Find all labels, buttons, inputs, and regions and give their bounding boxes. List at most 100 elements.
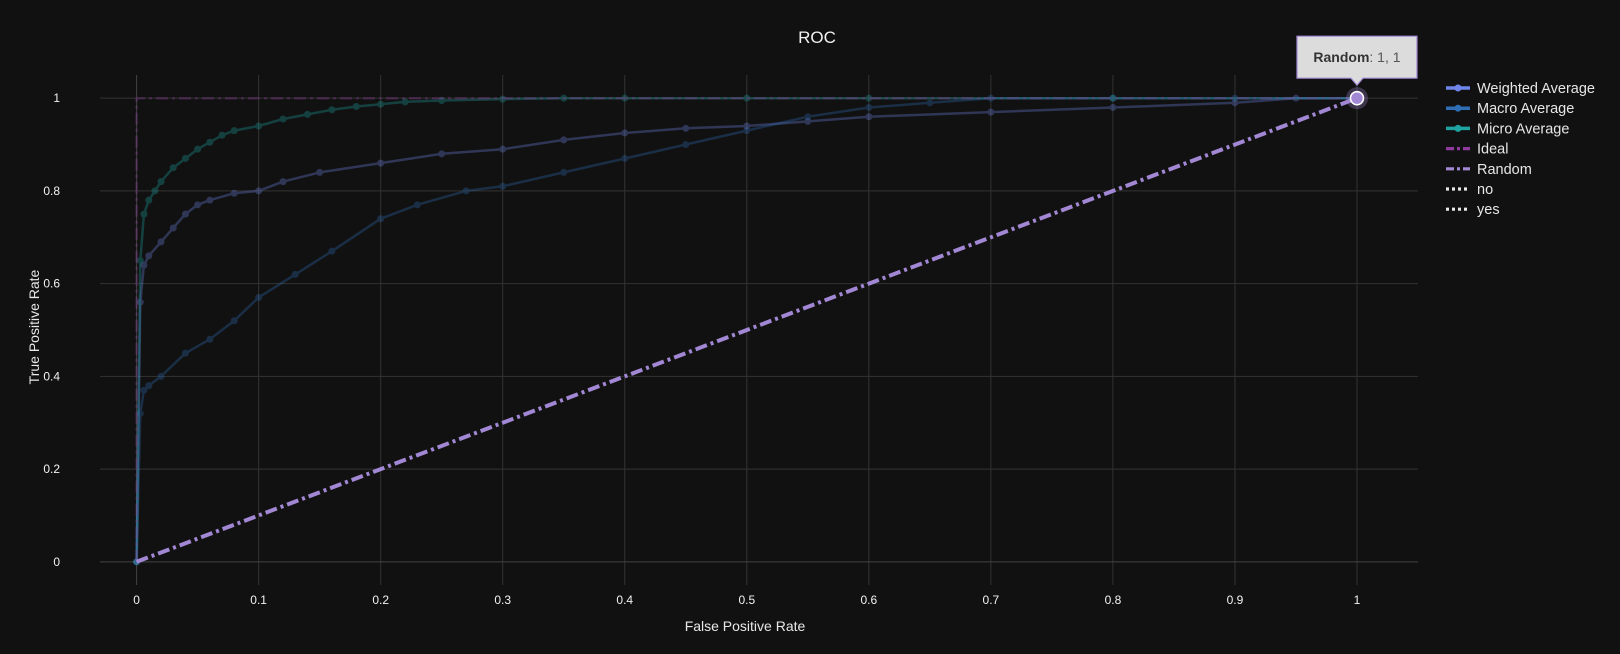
data-point-macro-average[interactable] bbox=[621, 154, 629, 162]
data-point-micro-average[interactable] bbox=[303, 110, 311, 118]
data-point-weighted-average[interactable] bbox=[230, 189, 238, 197]
data-point-macro-average[interactable] bbox=[560, 168, 568, 176]
legend-item-weighted-average[interactable]: Weighted Average bbox=[1446, 81, 1595, 97]
data-point-micro-average[interactable] bbox=[743, 94, 751, 102]
legend-item-random[interactable]: Random bbox=[1446, 162, 1532, 178]
y-tick-label: 0.8 bbox=[43, 184, 60, 198]
data-point-weighted-average[interactable] bbox=[157, 238, 165, 246]
data-point-weighted-average[interactable] bbox=[621, 129, 629, 137]
x-tick-label: 0.6 bbox=[860, 593, 877, 607]
data-point-micro-average[interactable] bbox=[194, 145, 202, 153]
data-point-micro-average[interactable] bbox=[218, 131, 226, 139]
x-tick-label: 0.5 bbox=[738, 593, 755, 607]
series-micro-average bbox=[133, 94, 1361, 566]
data-point-macro-average[interactable] bbox=[499, 182, 507, 190]
data-point-weighted-average[interactable] bbox=[438, 150, 446, 158]
data-point-micro-average[interactable] bbox=[230, 127, 238, 135]
series-line-micro-average bbox=[135, 96, 1357, 562]
data-point-weighted-average[interactable] bbox=[1292, 94, 1300, 102]
data-point-macro-average[interactable] bbox=[230, 317, 238, 325]
series-random bbox=[135, 96, 1358, 564]
data-point-micro-average[interactable] bbox=[328, 106, 336, 114]
data-point-weighted-average[interactable] bbox=[206, 196, 214, 204]
data-point-weighted-average[interactable] bbox=[140, 261, 148, 269]
tooltip-value: : 1, 1 bbox=[1369, 49, 1400, 65]
data-point-micro-average[interactable] bbox=[181, 154, 189, 162]
data-point-macro-average[interactable] bbox=[291, 270, 299, 278]
data-point-weighted-average[interactable] bbox=[865, 113, 873, 121]
data-point-micro-average[interactable] bbox=[499, 95, 507, 103]
data-point-weighted-average[interactable] bbox=[316, 168, 324, 176]
data-point-weighted-average[interactable] bbox=[560, 136, 568, 144]
data-point-macro-average[interactable] bbox=[743, 127, 751, 135]
data-point-macro-average[interactable] bbox=[1231, 94, 1239, 102]
data-point-micro-average[interactable] bbox=[136, 256, 144, 264]
legend-item-no[interactable]: no bbox=[1446, 182, 1493, 198]
data-point-macro-average[interactable] bbox=[181, 349, 189, 357]
data-point-macro-average[interactable] bbox=[413, 201, 421, 209]
y-axis-title: True Positive Rate bbox=[26, 269, 42, 384]
data-point-micro-average[interactable] bbox=[438, 97, 446, 104]
data-point-micro-average[interactable] bbox=[279, 115, 287, 123]
y-tick-label: 0.4 bbox=[43, 369, 60, 383]
data-point-weighted-average[interactable] bbox=[255, 187, 263, 195]
data-point-micro-average[interactable] bbox=[169, 164, 177, 172]
legend: Weighted Average Macro Average Micro Avera… bbox=[1446, 81, 1595, 218]
data-point-micro-average[interactable] bbox=[140, 210, 148, 218]
data-point-micro-average[interactable] bbox=[560, 94, 568, 102]
data-point-weighted-average[interactable] bbox=[743, 122, 751, 130]
data-point-macro-average[interactable] bbox=[804, 113, 812, 121]
legend-marker bbox=[1454, 84, 1462, 92]
legend-item-yes[interactable]: yes bbox=[1446, 202, 1500, 218]
data-point-macro-average[interactable] bbox=[1109, 94, 1117, 102]
data-point-macro-average[interactable] bbox=[377, 215, 385, 223]
data-point-macro-average[interactable] bbox=[865, 103, 873, 111]
data-point-weighted-average[interactable] bbox=[1231, 99, 1239, 107]
y-tick-label: 1 bbox=[53, 91, 60, 105]
data-point-macro-average[interactable] bbox=[255, 294, 263, 302]
data-point-macro-average[interactable] bbox=[926, 99, 934, 107]
hover-point[interactable] bbox=[1349, 90, 1365, 106]
data-point-macro-average[interactable] bbox=[462, 187, 470, 195]
data-point-weighted-average[interactable] bbox=[987, 108, 995, 116]
series-line-weighted-average bbox=[135, 96, 1357, 562]
data-point-micro-average[interactable] bbox=[377, 100, 385, 108]
data-point-weighted-average[interactable] bbox=[136, 298, 144, 306]
legend-item-micro-average[interactable]: Micro Average bbox=[1446, 121, 1569, 137]
x-tick-label: 1 bbox=[1354, 593, 1361, 607]
data-point-weighted-average[interactable] bbox=[194, 201, 202, 209]
data-point-micro-average[interactable] bbox=[1109, 94, 1117, 102]
data-point-micro-average[interactable] bbox=[206, 138, 214, 146]
data-point-micro-average[interactable] bbox=[621, 94, 629, 102]
data-point-weighted-average[interactable] bbox=[145, 252, 153, 260]
data-point-weighted-average[interactable] bbox=[499, 145, 507, 153]
data-point-macro-average[interactable] bbox=[140, 386, 148, 394]
series-line-macro-average bbox=[135, 96, 1357, 562]
data-point-micro-average[interactable] bbox=[401, 98, 409, 106]
legend-item-ideal[interactable]: Ideal bbox=[1446, 142, 1508, 158]
data-point-macro-average[interactable] bbox=[145, 382, 153, 390]
x-tick-label: 0.2 bbox=[372, 593, 389, 607]
data-point-micro-average[interactable] bbox=[352, 103, 360, 111]
data-point-macro-average[interactable] bbox=[328, 247, 336, 255]
y-tick-label: 0.2 bbox=[43, 462, 60, 476]
data-point-macro-average[interactable] bbox=[987, 94, 995, 102]
data-point-weighted-average[interactable] bbox=[377, 159, 385, 167]
data-point-weighted-average[interactable] bbox=[279, 178, 287, 186]
data-point-weighted-average[interactable] bbox=[181, 210, 189, 218]
data-point-micro-average[interactable] bbox=[255, 122, 263, 130]
data-point-weighted-average[interactable] bbox=[1109, 103, 1117, 111]
data-point-macro-average[interactable] bbox=[136, 409, 144, 417]
data-point-micro-average[interactable] bbox=[865, 94, 873, 102]
data-point-micro-average[interactable] bbox=[157, 178, 165, 186]
data-point-weighted-average[interactable] bbox=[169, 224, 177, 232]
data-point-micro-average[interactable] bbox=[151, 187, 159, 195]
data-point-macro-average[interactable] bbox=[157, 372, 165, 380]
legend-item-macro-average[interactable]: Macro Average bbox=[1446, 101, 1574, 117]
data-point-macro-average[interactable] bbox=[206, 335, 214, 343]
data-point-weighted-average[interactable] bbox=[682, 124, 690, 132]
data-point-weighted-average[interactable] bbox=[804, 117, 812, 125]
data-point-macro-average[interactable] bbox=[682, 141, 690, 149]
data-point-micro-average[interactable] bbox=[145, 196, 153, 204]
